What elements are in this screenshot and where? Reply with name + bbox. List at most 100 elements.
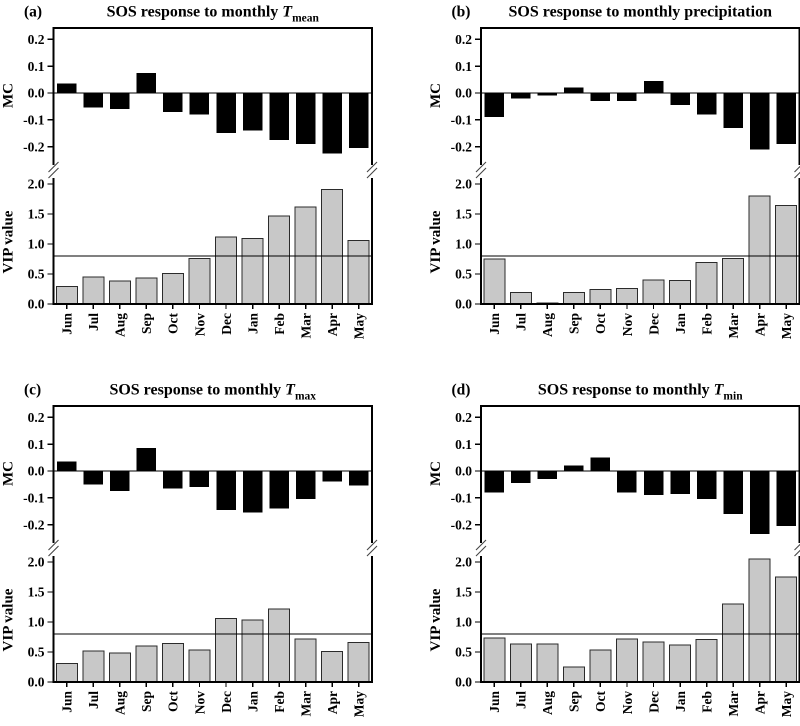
vip-bar-May <box>348 240 369 304</box>
vip-bar-Mar <box>295 639 316 682</box>
month-label-Aug: Aug <box>540 313 555 337</box>
month-label-Feb: Feb <box>699 313 714 335</box>
vip-y-tick-label: 1.0 <box>455 615 472 630</box>
month-label-Oct: Oct <box>593 313 608 334</box>
vip-bar-Nov <box>616 639 637 682</box>
month-label-Mar: Mar <box>726 691 741 716</box>
month-label-Nov: Nov <box>192 313 207 336</box>
month-label-Aug: Aug <box>113 313 128 337</box>
vip-bar-Jun <box>484 259 505 304</box>
mc-bar-Jul <box>84 471 104 484</box>
panel-letter: (b) <box>452 4 471 21</box>
mc-bar-Feb <box>269 93 289 140</box>
vip-axis-label: VIP value <box>1 588 17 651</box>
mc-bar-Sep <box>137 73 157 93</box>
vip-bar-Apr <box>749 559 770 682</box>
vip-axis-label: VIP value <box>1 210 17 273</box>
mc-bar-Nov <box>190 471 210 487</box>
vip-bar-Jan <box>670 645 691 682</box>
vip-y-tick-label: 1.5 <box>28 207 45 222</box>
month-label-Jul: Jul <box>86 313 101 331</box>
vip-bar-Sep <box>136 646 157 682</box>
mc-bar-May <box>776 93 796 144</box>
vip-y-tick-label: 0.0 <box>455 297 472 312</box>
mc-y-tick-label: 0.1 <box>28 437 45 452</box>
mc-bar-Jul <box>511 93 531 98</box>
vip-bar-Apr <box>322 651 343 682</box>
vip-bar-Oct <box>162 644 183 682</box>
month-label-Jun: Jun <box>487 313 502 335</box>
vip-y-tick-label: 1.0 <box>455 237 472 252</box>
mc-y-tick-label: -0.2 <box>451 517 473 532</box>
mc-bar-Apr <box>750 93 770 149</box>
panel-title: SOS response to monthly precipitation <box>509 4 773 21</box>
mc-bar-Aug <box>110 93 129 109</box>
mc-bar-Jan <box>243 471 263 513</box>
mc-y-tick-label: 0.2 <box>28 32 45 47</box>
mc-bar-Dec <box>644 81 664 93</box>
mc-y-tick-label: 0.2 <box>28 410 45 425</box>
vip-y-tick-label: 2.0 <box>455 555 472 570</box>
vip-y-tick-label: 1.5 <box>455 207 472 222</box>
vip-y-tick-label: 0.5 <box>455 267 472 282</box>
mc-bar-Dec <box>216 471 236 510</box>
vip-y-tick-label: 0.5 <box>28 267 45 282</box>
mc-bar-Nov <box>190 93 210 114</box>
month-label-Apr: Apr <box>325 313 340 336</box>
vip-bar-Feb <box>269 609 290 682</box>
panel-letter: (c) <box>24 382 41 399</box>
vip-bar-Nov <box>189 258 210 304</box>
mc-bar-Jun <box>485 471 504 492</box>
mc-y-tick-label: -0.2 <box>23 517 45 532</box>
vip-bar-Dec <box>643 642 664 682</box>
panel-title-subscript: mean <box>292 13 319 25</box>
mc-y-tick-label: 0.1 <box>28 59 45 74</box>
mc-bar-Apr <box>750 471 770 534</box>
mc-bar-Jan <box>670 471 690 494</box>
mc-bar-Jul <box>84 93 104 108</box>
mc-bar-Dec <box>644 471 664 495</box>
vip-axis-label: VIP value <box>428 588 444 651</box>
panel-title: SOS response to monthly Tmean <box>107 4 320 25</box>
month-label-Nov: Nov <box>192 691 207 714</box>
mc-bar-Jan <box>243 93 263 131</box>
mc-bar-Apr <box>322 471 342 482</box>
vip-bar-Dec <box>643 280 664 304</box>
panel-title: SOS response to monthly Tmax <box>109 382 316 403</box>
panel-letter: (d) <box>452 382 471 399</box>
mc-y-tick-label: -0.1 <box>451 491 473 506</box>
vip-bar-May <box>776 206 797 304</box>
month-label-Mar: Mar <box>726 313 741 338</box>
month-label-Feb: Feb <box>272 691 287 713</box>
month-label-May: May <box>779 691 794 717</box>
mc-bar-Feb <box>269 471 289 509</box>
mc-bar-Aug <box>110 471 129 491</box>
vip-y-tick-label: 1.0 <box>28 615 45 630</box>
mc-y-tick-label: 0.0 <box>28 86 45 101</box>
vip-bar-Dec <box>216 237 237 304</box>
mc-bar-Jan <box>670 93 690 105</box>
mc-bar-Mar <box>296 471 316 499</box>
month-label-Nov: Nov <box>620 313 635 336</box>
mc-y-tick-label: -0.1 <box>23 491 45 506</box>
month-label-Jun: Jun <box>487 691 502 713</box>
mc-bar-Nov <box>617 471 637 492</box>
vip-bar-Aug <box>109 653 130 682</box>
month-label-Apr: Apr <box>752 313 767 336</box>
vip-bar-Jan <box>242 620 263 682</box>
month-label-Apr: Apr <box>752 691 767 714</box>
vip-bar-Mar <box>723 258 744 304</box>
vip-bar-Feb <box>696 263 717 304</box>
mc-y-tick-label: -0.2 <box>23 139 45 154</box>
mc-y-tick-label: 0.1 <box>455 59 472 74</box>
mc-bar-Mar <box>296 93 316 144</box>
panel-title: SOS response to monthly Tmin <box>538 382 743 403</box>
vip-bar-Jul <box>83 651 104 682</box>
vip-bar-Dec <box>216 618 237 682</box>
month-label-Oct: Oct <box>593 691 608 712</box>
mc-bar-May <box>776 471 796 526</box>
